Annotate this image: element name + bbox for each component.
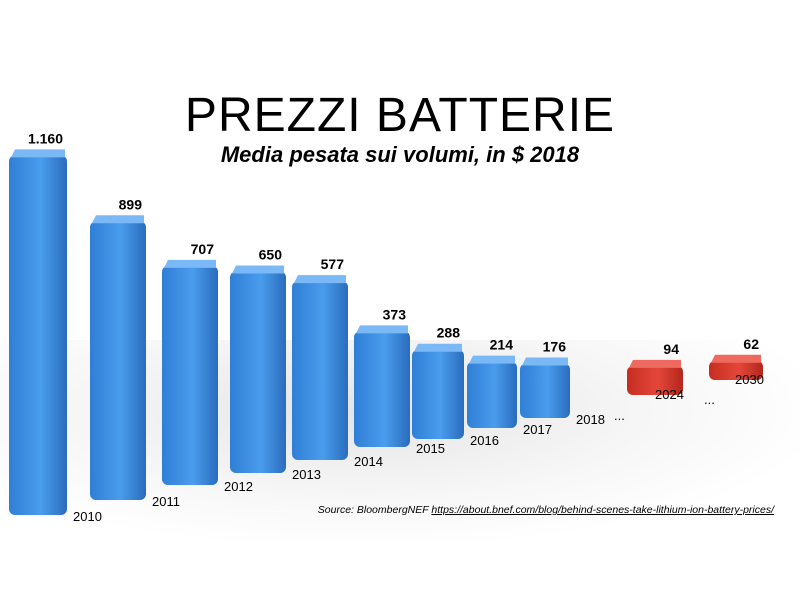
- category-label: 2012: [224, 479, 253, 494]
- category-label: 2010: [73, 509, 102, 524]
- value-label: 94: [663, 341, 679, 357]
- value-label: 176: [543, 338, 567, 354]
- category-label: 2013: [292, 467, 321, 482]
- bar-top-face: [522, 357, 568, 366]
- bar-2016: [412, 343, 464, 439]
- value-label: 214: [490, 337, 514, 353]
- bar-2012: [162, 259, 218, 485]
- source-note: Source: BloombergNEF https://about.bnef.…: [318, 504, 774, 516]
- value-label: 373: [383, 306, 407, 322]
- bar-top-face: [469, 355, 515, 364]
- value-label: 707: [191, 241, 215, 257]
- category-label: 2016: [470, 433, 499, 448]
- bar-top-face: [232, 265, 284, 274]
- ellipsis-marker: ...: [704, 392, 715, 407]
- bar-top-face: [629, 359, 681, 368]
- value-label: 1.160: [28, 130, 63, 146]
- category-label: 2018: [576, 412, 605, 427]
- value-label: 62: [743, 336, 759, 352]
- value-label: 577: [321, 256, 345, 272]
- bar-top-face: [294, 275, 346, 284]
- bar-top-face: [11, 149, 65, 158]
- chart-title: PREZZI BATTERIE: [184, 89, 616, 142]
- source-label: Source: BloombergNEF: [317, 504, 429, 516]
- value-label: 650: [259, 247, 283, 263]
- bar-2024: [627, 359, 683, 395]
- category-label: 2015: [416, 441, 445, 456]
- bar-top-face: [164, 259, 216, 268]
- category-label: 2017: [523, 422, 552, 437]
- chart-subtitle: Media pesata sui volumi, in $ 2018: [220, 142, 580, 167]
- bar-2011: [90, 215, 146, 500]
- ellipsis-marker: ...: [614, 408, 625, 423]
- bar-2015: [354, 325, 410, 447]
- bar-top-face: [356, 325, 408, 334]
- value-label: 288: [437, 325, 461, 341]
- bar-top-face: [711, 354, 761, 363]
- bar-2014: [292, 275, 348, 460]
- category-label: 2011: [152, 494, 180, 509]
- category-label: 2030: [735, 372, 764, 387]
- category-label: 2014: [354, 454, 383, 469]
- bar-top-face: [92, 215, 144, 224]
- bar-2017: [467, 355, 517, 428]
- bar-2013: [230, 265, 286, 473]
- category-label: 2024: [655, 387, 684, 402]
- bar-2010: [9, 149, 67, 515]
- bar-2030: [709, 354, 763, 380]
- bar-2018: [520, 357, 570, 418]
- source-link[interactable]: https://about.bnef.com/blog/behind-scene…: [431, 504, 774, 516]
- value-label: 899: [119, 196, 143, 212]
- bar-top-face: [414, 343, 462, 352]
